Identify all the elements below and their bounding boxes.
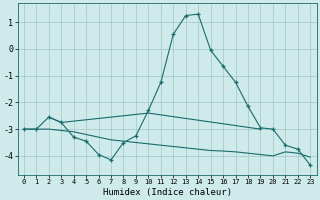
X-axis label: Humidex (Indice chaleur): Humidex (Indice chaleur) <box>103 188 232 197</box>
